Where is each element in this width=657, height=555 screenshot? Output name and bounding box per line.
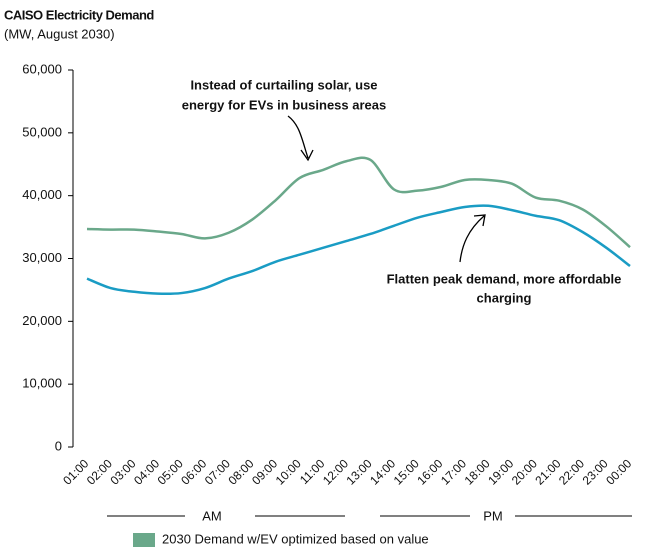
x-tick-label: 17:00: [438, 456, 469, 487]
y-tick-label: 0: [55, 438, 62, 453]
y-tick-label: 30,000: [22, 250, 62, 265]
annotation: Instead of curtailing solar, use: [190, 77, 377, 92]
annotation: energy for EVs in business areas: [182, 97, 386, 112]
chart-title: CAISO Electricity Demand: [4, 7, 154, 22]
x-tick-label: 06:00: [178, 456, 209, 487]
x-tick-label: 22:00: [556, 456, 587, 487]
x-tick-label: 09:00: [249, 456, 280, 487]
y-tick-label: 60,000: [22, 61, 62, 76]
x-tick-label: 23:00: [580, 456, 611, 487]
x-tick-label: 19:00: [485, 456, 516, 487]
group-label: AM: [202, 508, 222, 523]
x-tick-label: 15:00: [391, 456, 422, 487]
x-tick-label: 12:00: [320, 456, 351, 487]
annotation: charging: [477, 290, 532, 305]
x-tick-label: 04:00: [131, 456, 162, 487]
chart-subtitle: (MW, August 2030): [4, 26, 115, 41]
legend-label: 2030 Demand w/EV optimized based on valu…: [162, 531, 429, 546]
x-tick-label: 02:00: [84, 456, 115, 487]
x-tick-label: 18:00: [462, 456, 493, 487]
x-tick-label: 10:00: [273, 456, 304, 487]
x-tick-label: 03:00: [107, 456, 138, 487]
annotation: Flatten peak demand, more affordable: [387, 271, 622, 286]
x-tick-label: 07:00: [202, 456, 233, 487]
y-tick-label: 20,000: [22, 313, 62, 328]
series-line: [86, 156, 631, 249]
legend-swatch: [133, 533, 155, 547]
x-tick-label: 00:00: [603, 456, 634, 487]
x-tick-label: 20:00: [509, 456, 540, 487]
group-label: PM: [483, 508, 503, 523]
x-tick-label: 11:00: [297, 456, 328, 487]
annotation-arrow: [287, 115, 314, 162]
x-tick-label: 16:00: [414, 456, 445, 487]
x-tick-label: 14:00: [367, 456, 398, 487]
x-tick-label: 13:00: [344, 456, 375, 487]
x-tick-label: 21:00: [532, 456, 563, 487]
x-tick-label: 01:00: [60, 456, 91, 487]
y-tick-label: 10,000: [22, 376, 62, 391]
x-tick-label: 05:00: [155, 456, 186, 487]
x-tick-label: 08:00: [225, 456, 256, 487]
y-tick-label: 50,000: [22, 124, 62, 139]
series-line: [86, 204, 631, 296]
y-tick-label: 40,000: [22, 187, 62, 202]
annotation-arrow: [459, 214, 486, 263]
